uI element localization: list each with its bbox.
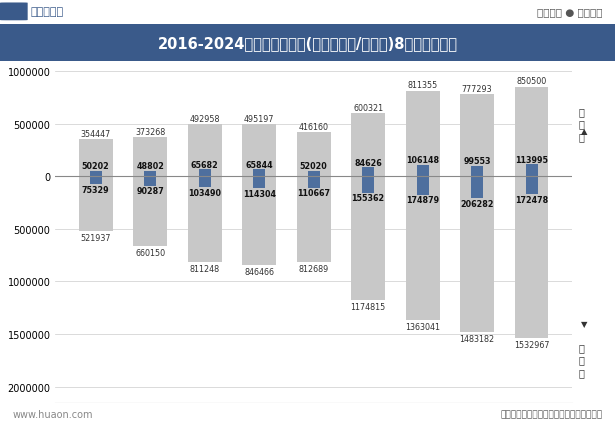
Bar — [526, 165, 538, 177]
Legend: 1-8月（万美元）, 8月（万美元）: 1-8月（万美元）, 8月（万美元） — [81, 23, 244, 41]
Bar — [242, 177, 276, 266]
Text: 155362: 155362 — [352, 194, 385, 203]
Text: 华经情报网: 华经情报网 — [31, 7, 64, 17]
Text: 812689: 812689 — [298, 264, 329, 273]
Text: 数据来源：中国海关、华经产业研究院整理: 数据来源：中国海关、华经产业研究院整理 — [501, 410, 603, 419]
Text: 110667: 110667 — [297, 189, 330, 198]
Text: 90287: 90287 — [137, 187, 164, 196]
Bar — [133, 177, 167, 246]
Bar — [515, 177, 549, 338]
Bar — [188, 177, 221, 262]
Text: 99553: 99553 — [463, 157, 491, 166]
Bar — [297, 133, 330, 177]
Text: 50202: 50202 — [82, 162, 109, 171]
Text: 65682: 65682 — [191, 160, 218, 169]
Text: 113995: 113995 — [515, 155, 548, 164]
Bar — [515, 87, 549, 177]
Text: 出
口
额: 出 口 额 — [578, 107, 584, 141]
Text: 1532967: 1532967 — [514, 340, 549, 349]
Bar — [199, 170, 211, 177]
Text: 2016-2024年内蒙古自治区(境内目的地/货源地)8月进、出口额: 2016-2024年内蒙古自治区(境内目的地/货源地)8月进、出口额 — [157, 36, 458, 51]
Bar — [471, 166, 483, 177]
Bar — [308, 177, 320, 188]
Text: 416160: 416160 — [299, 123, 328, 132]
Bar — [90, 172, 101, 177]
Text: www.huaon.com: www.huaon.com — [12, 409, 93, 419]
Bar — [188, 125, 221, 177]
Bar — [362, 168, 374, 177]
Bar — [144, 177, 156, 186]
Bar — [242, 125, 276, 177]
Text: 进
口
额: 进 口 额 — [578, 342, 584, 377]
Text: 1363041: 1363041 — [405, 322, 440, 331]
Bar — [79, 177, 113, 232]
Text: 106148: 106148 — [406, 156, 439, 165]
Bar — [416, 166, 429, 177]
Bar — [90, 177, 101, 184]
Text: ▼: ▼ — [581, 320, 587, 328]
Text: 65844: 65844 — [245, 160, 273, 169]
Bar — [460, 177, 494, 333]
Text: 172478: 172478 — [515, 196, 548, 204]
Bar — [133, 138, 167, 177]
Bar — [144, 172, 156, 177]
Bar — [471, 177, 483, 199]
Text: 495197: 495197 — [244, 115, 274, 124]
Text: 52020: 52020 — [300, 162, 328, 171]
Bar — [308, 171, 320, 177]
FancyBboxPatch shape — [0, 3, 28, 21]
Bar — [362, 177, 374, 193]
Text: 846466: 846466 — [244, 268, 274, 277]
Bar — [253, 177, 265, 189]
Text: 114304: 114304 — [243, 190, 276, 199]
Text: 174879: 174879 — [406, 196, 439, 205]
Bar — [526, 177, 538, 195]
Text: 1174815: 1174815 — [351, 302, 386, 311]
Bar — [351, 114, 385, 177]
Text: 354447: 354447 — [81, 129, 111, 138]
Text: 777293: 777293 — [462, 85, 493, 94]
Text: 专业严谨 ● 客观科学: 专业严谨 ● 客观科学 — [537, 7, 603, 17]
Bar — [199, 177, 211, 187]
Text: 660150: 660150 — [135, 248, 165, 257]
Text: 850500: 850500 — [517, 77, 547, 86]
Text: 84626: 84626 — [354, 158, 382, 167]
Text: 103490: 103490 — [188, 188, 221, 197]
Bar — [460, 95, 494, 177]
Text: 811248: 811248 — [189, 264, 220, 273]
Bar — [416, 177, 429, 195]
Text: 811355: 811355 — [408, 81, 438, 90]
Text: 373268: 373268 — [135, 127, 165, 136]
Bar — [406, 177, 440, 320]
Text: 521937: 521937 — [81, 234, 111, 243]
Bar — [79, 139, 113, 177]
Text: ▲: ▲ — [581, 127, 587, 136]
Bar — [253, 170, 265, 177]
Text: 206282: 206282 — [461, 199, 494, 208]
Bar — [297, 177, 330, 262]
Text: 1483182: 1483182 — [459, 335, 494, 344]
Text: 75329: 75329 — [82, 185, 109, 194]
Text: 492958: 492958 — [189, 115, 220, 124]
Text: 600321: 600321 — [353, 104, 383, 112]
Bar — [406, 92, 440, 177]
Text: 48802: 48802 — [137, 162, 164, 171]
Bar — [351, 177, 385, 300]
